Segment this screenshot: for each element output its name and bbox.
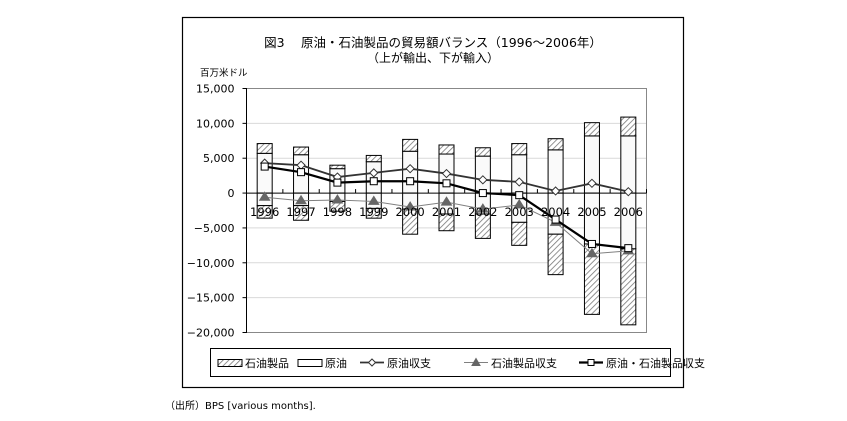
point-triangle: [367, 195, 380, 205]
bar-products-import: [474, 213, 491, 239]
x-tick-label: 2005: [577, 205, 606, 219]
point-diamond: [369, 168, 379, 178]
legend-marker-triangle: [471, 357, 481, 366]
point-square: [587, 239, 596, 248]
point-diamond: [514, 177, 524, 187]
bar-products-export: [511, 143, 528, 156]
x-tick-label: 2006: [614, 205, 643, 219]
point-square: [369, 177, 378, 186]
legend-label: 石油製品収支: [491, 356, 557, 370]
bar-products-export: [329, 164, 346, 170]
point-square: [297, 168, 306, 177]
point-diamond: [441, 168, 452, 179]
y-axis-label: 百万米ドル: [200, 67, 248, 79]
point-square: [478, 189, 487, 198]
point-square: [406, 177, 415, 186]
y-tick-label: 5,000: [203, 152, 235, 165]
point-square: [515, 191, 524, 200]
y-tick-label: −5,000: [194, 222, 235, 235]
bar-products-export: [256, 143, 273, 154]
point-triangle: [295, 194, 307, 205]
point-diamond: [587, 178, 597, 189]
legend-marker-diamond: [367, 358, 377, 367]
x-tick-label: 1996: [250, 205, 279, 219]
point-diamond: [478, 175, 488, 185]
x-tick-label: 2002: [468, 205, 497, 219]
bar-crude-export: [511, 154, 528, 194]
bar-products-export: [474, 147, 491, 157]
legend-label: 原油: [325, 356, 347, 370]
y-tick-label: −15,000: [187, 292, 235, 305]
point-square: [624, 244, 633, 253]
y-tick-label: 10,000: [196, 117, 235, 130]
point-square: [333, 178, 342, 187]
x-tick-label: 1999: [359, 205, 388, 219]
series-lines: [258, 158, 635, 258]
bar-products-export: [365, 154, 382, 163]
bar-products-export: [438, 144, 455, 155]
point-triangle: [404, 201, 417, 211]
source-note: （出所）BPS [various months].: [165, 401, 316, 412]
bar-products-export: [293, 146, 310, 156]
chart-subtitle: （上が輸出、下が輸入）: [367, 50, 499, 65]
point-square: [442, 179, 451, 188]
x-tick-label: 2003: [505, 205, 534, 219]
bar-products-import: [620, 248, 637, 326]
y-tick-label: −10,000: [187, 257, 235, 270]
point-triangle: [476, 203, 489, 213]
point-square: [260, 162, 269, 171]
bar-crude-import: [620, 192, 637, 250]
chart-title: 図3 原油・石油製品の貿易額バランス（1996～2006年）: [264, 35, 602, 50]
x-tick-label: 2001: [432, 205, 461, 219]
legend-label: 原油収支: [387, 356, 431, 370]
legend-swatch-plain: [297, 359, 323, 367]
x-tick-label: 2000: [395, 205, 424, 219]
bar-crude-export: [620, 135, 637, 194]
legend-marker-square: [587, 359, 595, 366]
x-tick-label: 2004: [541, 205, 570, 219]
x-axis: [246, 189, 647, 194]
legend-label: 原油・石油製品収支: [606, 356, 705, 370]
point-diamond: [623, 186, 634, 197]
x-tick-label: 1998: [323, 205, 352, 219]
point-triangle: [331, 194, 344, 204]
legend-swatch-hatch: [217, 359, 243, 367]
bar-products-export: [547, 138, 564, 151]
bar-crude-export: [474, 155, 491, 194]
bar-products-export: [583, 122, 600, 137]
point-diamond: [405, 163, 415, 174]
bar-products-import: [547, 233, 564, 276]
bar-products-export: [402, 138, 419, 152]
legend: 石油製品 原油 原油収支 石油製品収支 原油・石油製品収支: [210, 348, 705, 377]
x-tick-label: 1997: [286, 205, 315, 219]
point-triangle: [440, 196, 453, 206]
bar-products-import: [256, 205, 273, 219]
y-axis-ticks: 15,000 10,000 5,000 0 −5,000 −10,000 −15,000 −2…: [187, 83, 247, 340]
point-diamond: [550, 186, 561, 196]
point-triangle: [258, 191, 271, 201]
legend-label: 石油製品: [245, 356, 289, 370]
bar-products-import: [511, 221, 528, 246]
point-square: [551, 215, 560, 224]
y-tick-label: −20,000: [187, 327, 235, 340]
bar-products-export: [620, 116, 637, 137]
bar-products-import: [365, 207, 382, 219]
point-triangle: [513, 198, 526, 209]
y-tick-label: 15,000: [196, 83, 235, 96]
x-axis-labels: 1996 1997 1998 1999 2000 2001 2002 2003 2004 2005…: [250, 205, 643, 219]
point-triangle: [586, 247, 598, 258]
y-tick-label: 0: [228, 187, 235, 200]
bar-products-import: [438, 213, 455, 232]
bar-products-import: [293, 205, 310, 221]
